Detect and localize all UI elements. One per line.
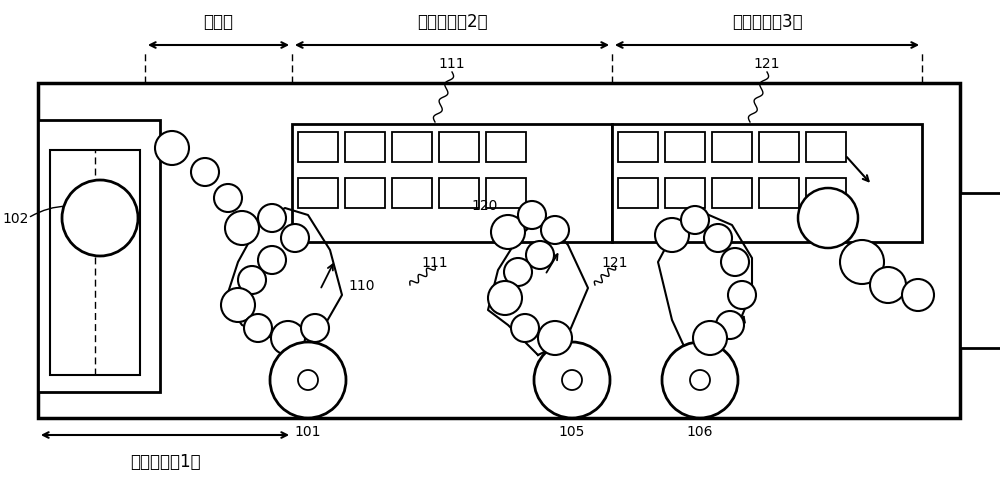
Bar xyxy=(345,179,385,209)
Bar xyxy=(618,179,658,209)
Circle shape xyxy=(662,342,738,418)
Text: 120: 120 xyxy=(472,199,498,213)
Text: 交联工序（3）: 交联工序（3） xyxy=(732,13,802,31)
Circle shape xyxy=(518,202,546,229)
Bar xyxy=(665,133,705,163)
Bar xyxy=(292,125,612,242)
Circle shape xyxy=(840,240,884,285)
Circle shape xyxy=(271,321,305,355)
Circle shape xyxy=(221,288,255,323)
Bar xyxy=(486,133,526,163)
Circle shape xyxy=(541,216,569,244)
Bar xyxy=(960,193,1000,348)
Circle shape xyxy=(526,241,554,269)
Bar xyxy=(392,133,432,163)
Text: 121: 121 xyxy=(754,57,780,71)
Bar xyxy=(759,179,799,209)
Circle shape xyxy=(488,281,522,315)
Circle shape xyxy=(721,249,749,276)
Circle shape xyxy=(298,370,318,390)
Bar xyxy=(439,179,479,209)
Circle shape xyxy=(704,225,732,252)
Circle shape xyxy=(693,321,727,355)
Circle shape xyxy=(511,314,539,342)
Text: 110: 110 xyxy=(348,278,374,292)
Bar xyxy=(50,151,140,375)
Bar xyxy=(38,84,960,418)
Circle shape xyxy=(728,281,756,309)
Circle shape xyxy=(716,312,744,339)
Text: 105: 105 xyxy=(559,424,585,438)
Circle shape xyxy=(244,314,272,342)
Text: 涂装工序（1）: 涂装工序（1） xyxy=(130,452,200,470)
Text: 102: 102 xyxy=(2,212,28,226)
Circle shape xyxy=(238,266,266,294)
Circle shape xyxy=(62,180,138,256)
Circle shape xyxy=(655,218,689,252)
Bar xyxy=(712,179,752,209)
Bar xyxy=(712,133,752,163)
Circle shape xyxy=(798,189,858,249)
Text: 106: 106 xyxy=(687,424,713,438)
Circle shape xyxy=(258,204,286,232)
Bar xyxy=(298,133,338,163)
Bar xyxy=(345,133,385,163)
Text: 121: 121 xyxy=(602,255,628,269)
Circle shape xyxy=(225,212,259,245)
Circle shape xyxy=(281,225,309,252)
Bar xyxy=(298,179,338,209)
Circle shape xyxy=(301,314,329,342)
Bar xyxy=(612,125,922,242)
Bar xyxy=(665,179,705,209)
Text: 111: 111 xyxy=(439,57,465,71)
Bar xyxy=(392,179,432,209)
Circle shape xyxy=(191,159,219,187)
Circle shape xyxy=(504,258,532,287)
Circle shape xyxy=(214,185,242,213)
Bar xyxy=(806,179,846,209)
Circle shape xyxy=(534,342,610,418)
Circle shape xyxy=(491,216,525,250)
Circle shape xyxy=(562,370,582,390)
Circle shape xyxy=(870,267,906,303)
Circle shape xyxy=(902,279,934,312)
Text: 干燥工序（2）: 干燥工序（2） xyxy=(417,13,487,31)
Bar xyxy=(439,133,479,163)
Bar xyxy=(759,133,799,163)
Circle shape xyxy=(155,132,189,166)
Text: 111: 111 xyxy=(422,255,448,269)
Text: 101: 101 xyxy=(295,424,321,438)
Bar xyxy=(618,133,658,163)
Circle shape xyxy=(270,342,346,418)
Bar xyxy=(806,133,846,163)
Bar xyxy=(486,179,526,209)
Circle shape xyxy=(681,206,709,235)
Text: 预干燥: 预干燥 xyxy=(204,13,234,31)
Circle shape xyxy=(538,321,572,355)
Circle shape xyxy=(258,247,286,275)
Bar xyxy=(38,121,160,392)
Circle shape xyxy=(690,370,710,390)
